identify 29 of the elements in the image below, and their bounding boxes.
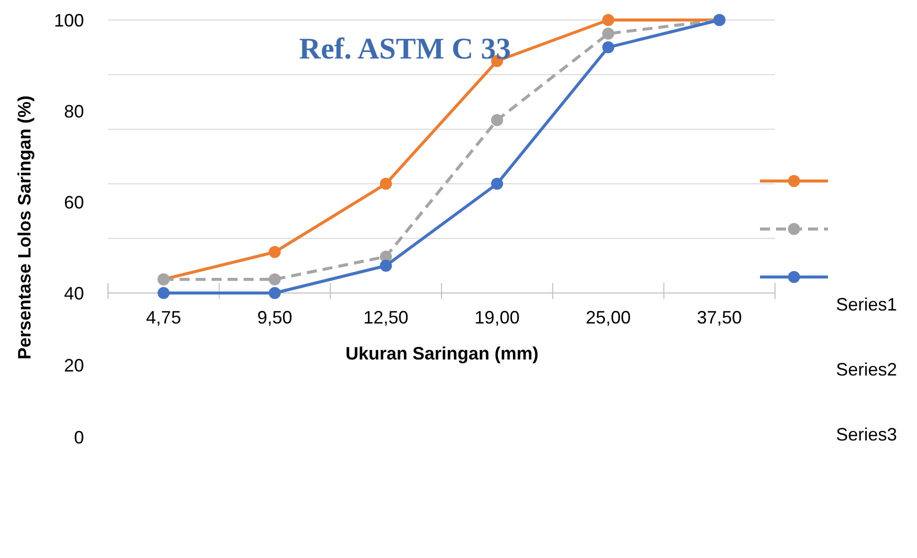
- point: [491, 114, 504, 126]
- y-tick-label: 80: [64, 101, 84, 122]
- x-axis-title: Ukuran Saringan (mm): [345, 343, 539, 364]
- x-tick-label: 25,00: [586, 307, 631, 328]
- x-tick-label: 4,75: [146, 307, 182, 328]
- text: Series2: [836, 359, 898, 380]
- x-tick-label: 37,50: [696, 307, 742, 328]
- point: [602, 28, 614, 40]
- point: [491, 178, 504, 190]
- y-axis-title: Persentase Lolos Saringan (%): [14, 95, 34, 360]
- point: [268, 287, 281, 299]
- text: 20: [64, 355, 84, 376]
- point: [380, 260, 392, 272]
- y-tick-label: 60: [64, 192, 84, 212]
- point: [158, 287, 170, 299]
- y-tick-label: 100: [54, 10, 84, 30]
- text: Series1: [836, 294, 898, 314]
- point: [602, 14, 614, 26]
- point: [602, 41, 614, 54]
- x-tick-label: 19,00: [474, 307, 520, 328]
- point: [268, 273, 281, 286]
- x-tick-label: 9,50: [257, 307, 292, 328]
- point: [268, 246, 281, 258]
- point: [380, 178, 392, 190]
- y-tick-label: 40: [64, 283, 84, 304]
- text: Series3: [836, 424, 898, 444]
- chart-title: Ref. ASTM C 33: [299, 32, 511, 66]
- x-tick-label: 12,50: [363, 307, 408, 328]
- text: 0: [74, 427, 84, 448]
